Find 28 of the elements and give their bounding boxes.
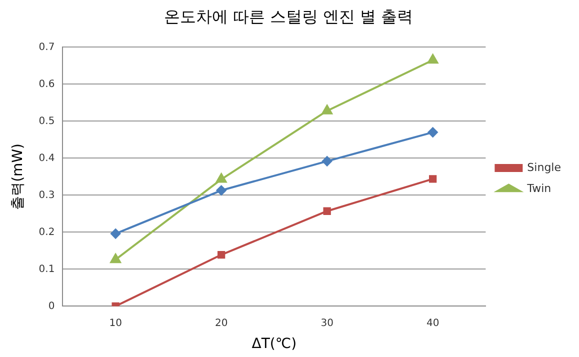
point <box>217 250 226 259</box>
point <box>322 104 332 114</box>
y-tick-label: 0.6 <box>38 78 55 90</box>
y-tick-label: 0.1 <box>38 264 55 275</box>
point <box>427 54 438 64</box>
y-tick-label: 0.7 <box>38 42 55 53</box>
point <box>216 185 226 196</box>
point <box>110 228 121 239</box>
point <box>428 175 437 183</box>
legend-label: Single <box>527 160 562 174</box>
point <box>428 127 438 138</box>
y-tick-label: 0.3 <box>38 190 55 201</box>
x-axis-title: ΔT(℃) <box>252 336 297 352</box>
y-tick-label: 0 <box>48 300 55 312</box>
y-axis-title: 출력(mW) <box>10 143 26 210</box>
y-tick-label: 0.2 <box>38 226 55 238</box>
point <box>323 207 331 215</box>
x-tick-label: 10 <box>109 318 122 329</box>
point <box>110 254 121 264</box>
x-tick-label: 30 <box>320 318 334 329</box>
x-tick-label: 40 <box>426 318 440 329</box>
legend-label: Twin <box>526 182 552 195</box>
x-tick-label: 20 <box>214 318 228 329</box>
y-tick-label: 0.4 <box>38 152 55 164</box>
point <box>322 156 332 166</box>
point <box>216 173 227 183</box>
y-tick-label: 0.5 <box>38 116 55 127</box>
chart-title: 온도차에 따른 스털링 엔진 별 출력 <box>164 6 414 26</box>
